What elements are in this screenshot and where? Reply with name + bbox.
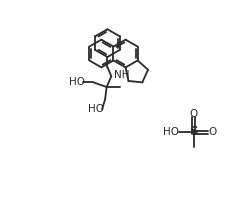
Text: O: O xyxy=(190,109,198,119)
Text: O: O xyxy=(208,127,217,137)
Text: HO: HO xyxy=(88,104,104,114)
Text: NH: NH xyxy=(114,70,130,80)
Text: S: S xyxy=(189,125,198,138)
Text: HO: HO xyxy=(163,127,179,137)
Text: HO: HO xyxy=(69,77,85,87)
